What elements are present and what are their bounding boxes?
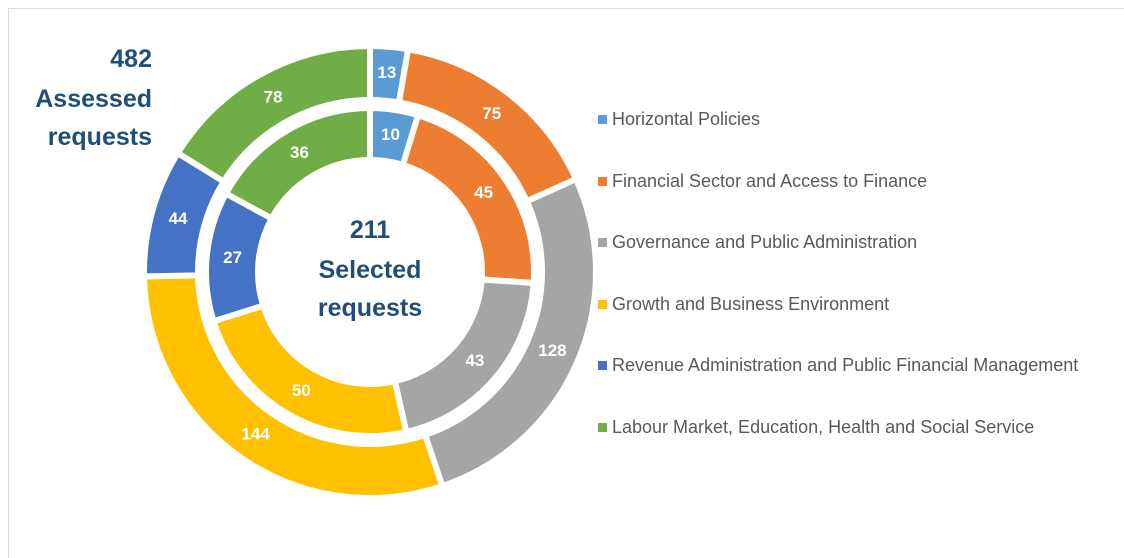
legend-item: Labour Market, Education, Health and Soc… xyxy=(598,412,1098,443)
legend-label: Growth and Business Environment xyxy=(612,293,890,314)
legend-swatch xyxy=(598,422,607,432)
chart-frame xyxy=(8,8,1124,558)
legend-item: Revenue Administration and Public Financ… xyxy=(598,350,1098,381)
value-label: 27 xyxy=(223,248,242,267)
value-label: 50 xyxy=(292,381,311,400)
legend-item: Horizontal Policies xyxy=(598,104,1098,135)
value-label: 13 xyxy=(377,63,396,82)
legend-item: Governance and Public Administration xyxy=(598,227,1098,258)
value-label: 45 xyxy=(474,183,493,202)
donut-segment xyxy=(221,104,373,223)
inner-label: Selected requests xyxy=(317,256,423,322)
outer-label: Assessed requests xyxy=(35,85,152,151)
legend-swatch xyxy=(598,238,607,247)
value-label: 44 xyxy=(169,209,188,228)
legend-swatch xyxy=(598,299,607,309)
legend-swatch xyxy=(598,115,607,124)
inner-total: 211 xyxy=(349,216,391,244)
value-label: 43 xyxy=(465,351,484,370)
value-label: 10 xyxy=(381,125,400,144)
value-label: 36 xyxy=(290,143,309,162)
legend-swatch xyxy=(598,361,607,370)
legend-label: Revenue Administration and Public Financ… xyxy=(612,355,1079,375)
legend-item: Growth and Business Environment xyxy=(598,289,1098,320)
legend-swatch xyxy=(598,176,607,186)
outer-total: 482 xyxy=(110,45,152,73)
legend-item: Financial Sector and Access to Finance xyxy=(598,166,1098,197)
legend-label: Labour Market, Education, Health and Soc… xyxy=(612,416,1035,437)
legend-label: Governance and Public Administration xyxy=(612,232,918,252)
legend-label: Horizontal Policies xyxy=(612,109,761,129)
donut-segment xyxy=(173,42,373,186)
value-label: 144 xyxy=(241,424,270,443)
value-label: 78 xyxy=(264,88,283,107)
legend-label: Financial Sector and Access to Finance xyxy=(612,170,928,191)
value-label: 128 xyxy=(538,341,566,360)
value-label: 75 xyxy=(482,104,501,123)
